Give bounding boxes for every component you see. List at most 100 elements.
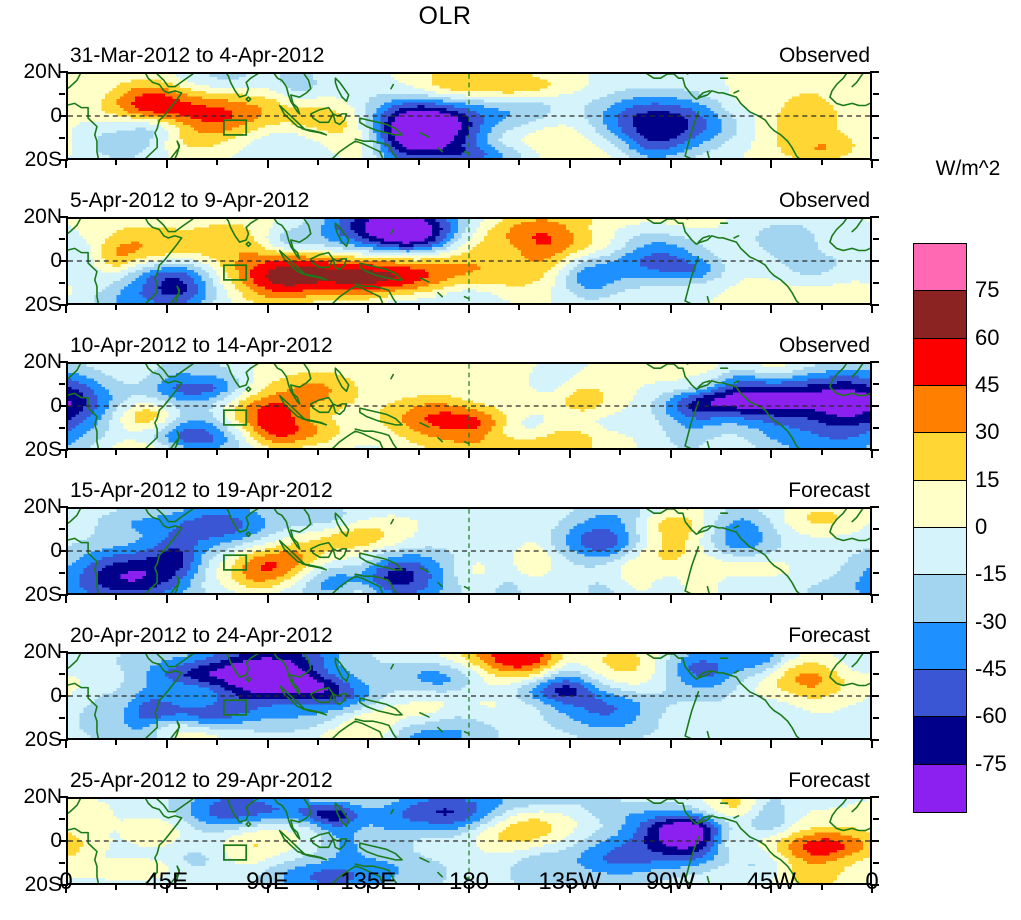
panel-date-range: 31-Mar-2012 to 4-Apr-2012	[70, 44, 325, 67]
panel-plot-area	[66, 72, 872, 160]
y-tick	[870, 884, 879, 886]
y-tick	[59, 115, 68, 117]
x-tick	[417, 885, 420, 890]
x-tick	[115, 885, 118, 890]
x-axis-label: 0	[865, 868, 879, 895]
colorbar-band[interactable]	[914, 480, 966, 528]
y-tick	[59, 717, 65, 719]
x-tick	[417, 160, 420, 165]
x-tick	[367, 885, 370, 893]
x-tick	[115, 450, 118, 455]
x-tick	[316, 305, 319, 310]
x-tick	[820, 305, 823, 310]
y-tick	[870, 115, 879, 117]
x-tick	[115, 740, 118, 745]
x-tick	[115, 595, 118, 600]
x-tick	[770, 160, 773, 168]
x-axis-label: 45W	[746, 868, 796, 895]
x-tick	[669, 595, 672, 603]
x-tick	[719, 450, 722, 455]
y-tick	[870, 550, 879, 552]
y-axis-label: 20S	[24, 293, 62, 316]
x-tick	[719, 740, 722, 745]
colorbar-tick-label: 30	[975, 419, 1000, 445]
colorbar-band[interactable]	[914, 717, 966, 765]
x-tick	[619, 885, 622, 890]
colorbar-band[interactable]	[914, 622, 966, 670]
x-tick	[619, 305, 622, 310]
y-tick	[59, 71, 68, 73]
panel-x-ticks	[65, 305, 873, 314]
y-tick	[59, 862, 65, 864]
colorbar-band[interactable]	[914, 764, 966, 812]
x-tick	[165, 305, 168, 313]
x-tick	[266, 595, 269, 603]
x-tick	[115, 160, 118, 165]
x-tick	[669, 160, 672, 168]
y-axis-label: 20S	[24, 728, 62, 751]
colorbar-band[interactable]	[914, 575, 966, 623]
y-tick	[59, 93, 65, 95]
x-axis-label: 90E	[246, 868, 289, 895]
y-axis-label: 0	[50, 829, 62, 852]
x-tick	[316, 595, 319, 600]
y-tick	[870, 71, 879, 73]
colorbar-band[interactable]	[914, 244, 966, 292]
page-title: OLR	[418, 2, 472, 30]
y-axis-labels: 20N 0 20S	[0, 495, 62, 606]
x-tick	[468, 595, 470, 603]
x-tick	[820, 740, 823, 745]
x-tick	[216, 595, 219, 600]
colorbar-band[interactable]	[914, 528, 966, 576]
x-tick	[417, 305, 420, 310]
y-axis-label: 20S	[24, 148, 62, 171]
x-tick	[367, 740, 370, 748]
colorbar[interactable]	[913, 243, 967, 813]
y-axis-label: 20N	[23, 785, 62, 808]
y-tick	[870, 594, 879, 596]
x-tick	[619, 450, 622, 455]
y-axis-label: 0	[50, 104, 62, 127]
y-tick	[59, 449, 68, 451]
y-tick	[59, 594, 68, 596]
colorbar-band[interactable]	[914, 433, 966, 481]
y-tick	[59, 651, 68, 653]
y-tick	[59, 159, 68, 161]
x-tick	[568, 305, 571, 313]
colorbar-band[interactable]	[914, 386, 966, 434]
x-tick	[165, 160, 168, 168]
x-tick	[719, 160, 722, 165]
colorbar-band[interactable]	[914, 670, 966, 718]
y-tick	[870, 159, 879, 161]
panel-plot-area	[66, 217, 872, 305]
x-tick	[669, 305, 672, 313]
x-tick	[871, 160, 873, 168]
panel-kind-label: Forecast	[788, 624, 870, 647]
x-tick	[770, 450, 773, 458]
y-tick	[870, 405, 879, 407]
x-tick	[871, 305, 873, 313]
y-tick	[870, 739, 879, 741]
y-tick	[59, 137, 65, 139]
x-tick	[216, 160, 219, 165]
x-tick	[518, 595, 521, 600]
colorbar-band[interactable]	[914, 338, 966, 386]
x-axis-label: 180	[448, 868, 490, 895]
olr-panel-4: 15-Apr-2012 to 19-Apr-2012 Forecast 20N 0 20…	[23, 479, 879, 606]
y-axis-label: 0	[50, 394, 62, 417]
y-axis-label: 0	[50, 249, 62, 272]
colorbar-band[interactable]	[914, 291, 966, 339]
x-tick	[871, 885, 873, 893]
x-tick	[468, 305, 470, 313]
x-tick	[216, 305, 219, 310]
y-axis-labels: 20N 0 20S	[0, 640, 62, 751]
colorbar-unit-label: W/m^2	[935, 157, 1001, 180]
x-tick	[316, 160, 319, 165]
panel-x-ticks	[65, 450, 873, 459]
x-tick	[871, 740, 873, 748]
panel-date-range: 25-Apr-2012 to 29-Apr-2012	[70, 769, 333, 792]
x-axis-label: 45E	[145, 868, 189, 895]
x-tick	[266, 740, 269, 748]
x-tick	[619, 595, 622, 600]
